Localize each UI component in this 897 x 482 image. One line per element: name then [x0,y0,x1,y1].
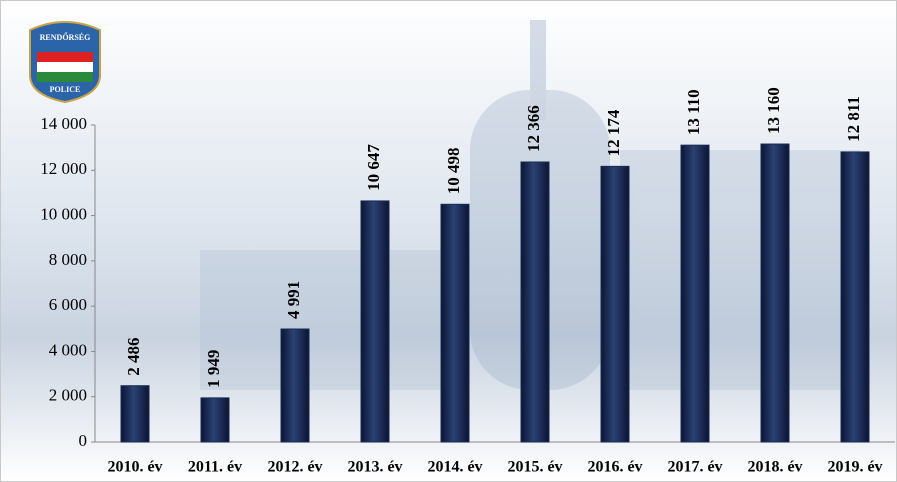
x-tick-label: 2011. év [188,459,242,476]
y-tick-label: 6 000 [49,295,87,314]
bar [441,204,469,442]
x-tick-label: 2014. év [427,459,482,476]
bar [761,144,789,442]
value-label: 13 110 [684,89,703,135]
y-tick-label: 0 [79,431,88,450]
y-tick-label: 14 000 [40,114,87,133]
value-label: 12 366 [524,105,543,152]
bar [521,162,549,442]
x-tick-label: 2017. év [667,459,722,476]
chart: RENDŐRSÉG POLICE 0 2 000 4 000 6 000 8 000 10… [0,0,897,482]
value-label: 4 991 [284,281,303,319]
x-tick-label: 2018. év [747,459,802,476]
value-label: 2 486 [124,337,143,375]
bar [361,201,389,442]
logo-top: RENDŐRSÉG [40,32,91,42]
y-tick-label: 2 000 [49,386,87,405]
x-tick-label: 2013. év [347,459,402,476]
bar [281,329,309,442]
value-label: 13 160 [764,87,783,134]
bar [201,398,229,442]
value-label: 12 811 [844,96,863,142]
bar [121,386,149,442]
bar [841,152,869,442]
value-label: 10 647 [364,144,383,191]
x-tick-label: 2015. év [507,459,562,476]
value-label: 12 174 [604,109,623,156]
x-tick-label: 2010. év [107,459,162,476]
value-label: 10 498 [444,148,463,195]
y-tick-label: 10 000 [40,204,87,223]
bar [601,166,629,442]
y-tick-label: 12 000 [40,159,87,178]
x-tick-label: 2012. év [267,459,322,476]
x-tick-label: 2019. év [827,459,882,476]
x-tick-label: 2016. év [587,459,642,476]
y-tick-label: 4 000 [49,340,87,359]
bar [681,145,709,442]
y-tick-label: 8 000 [49,250,87,269]
logo: RENDŐRSÉG POLICE [30,22,100,102]
value-label: 1 949 [204,350,223,388]
logo-bottom: POLICE [50,85,81,94]
